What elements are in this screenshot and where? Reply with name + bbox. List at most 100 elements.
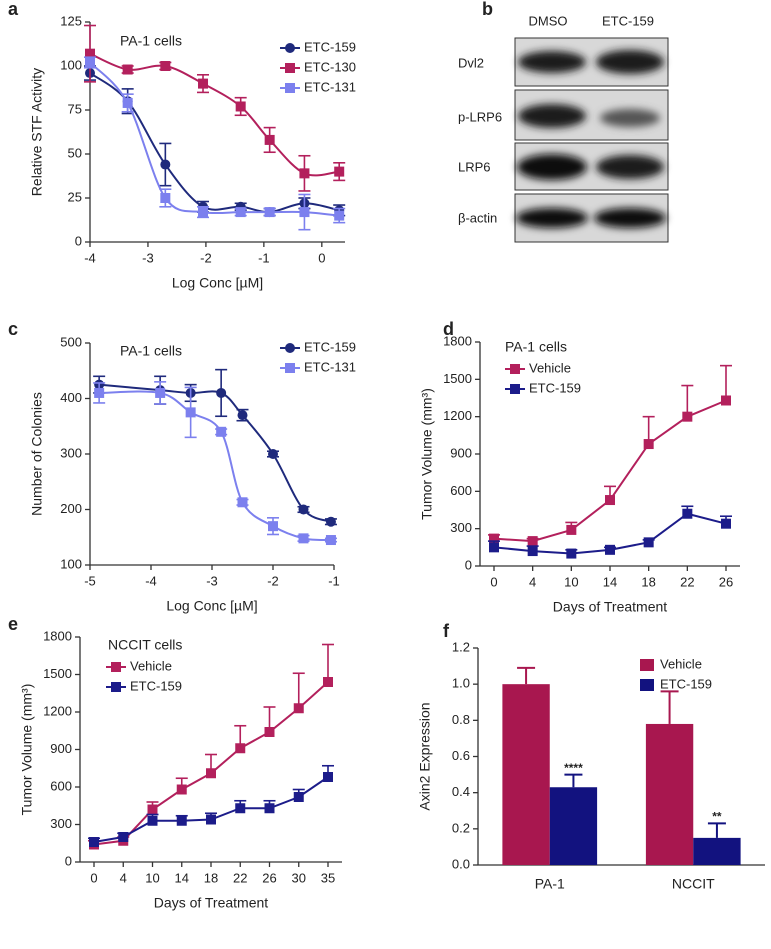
y-tick-label: 75 bbox=[68, 101, 82, 116]
panel-letter: d bbox=[443, 319, 454, 339]
x-tick-label: 14 bbox=[175, 870, 189, 885]
x-tick-label: 22 bbox=[680, 574, 694, 589]
point bbox=[527, 546, 538, 557]
y-tick-label: 1.0 bbox=[452, 676, 470, 691]
y-tick-label: 1800 bbox=[443, 333, 472, 348]
blot-row: LRP6 bbox=[458, 159, 491, 174]
x-tick-label: 35 bbox=[321, 870, 335, 885]
bar bbox=[502, 684, 550, 865]
y-tick-label: 900 bbox=[50, 741, 72, 756]
y-tick-label: 125 bbox=[60, 13, 82, 28]
point bbox=[268, 521, 278, 532]
point bbox=[605, 495, 615, 506]
point bbox=[334, 166, 345, 177]
point bbox=[682, 411, 693, 422]
legend-label: ETC-159 bbox=[660, 676, 712, 691]
point bbox=[235, 207, 246, 218]
legend-swatch bbox=[640, 659, 654, 671]
significance: ** bbox=[712, 810, 722, 824]
series-line bbox=[99, 383, 332, 523]
y-tick-label: 0.6 bbox=[452, 748, 470, 763]
y-axis-label: Number of Colonies bbox=[29, 392, 45, 516]
point bbox=[643, 537, 654, 548]
blot bbox=[514, 37, 669, 243]
point bbox=[264, 727, 275, 737]
bar bbox=[549, 787, 598, 865]
point bbox=[293, 792, 304, 802]
point bbox=[566, 524, 577, 535]
x-tick-label: 22 bbox=[233, 870, 247, 885]
y-tick-label: 0 bbox=[465, 557, 472, 572]
y-tick-label: 1200 bbox=[43, 703, 72, 718]
legend-marker bbox=[111, 682, 121, 692]
point bbox=[489, 542, 499, 553]
y-tick-label: 300 bbox=[450, 520, 472, 535]
blot-column: DMSO bbox=[529, 13, 568, 28]
series-line bbox=[93, 776, 329, 843]
x-tick-label: 26 bbox=[719, 574, 733, 589]
y-tick-label: 0.2 bbox=[452, 820, 470, 835]
y-tick-label: 1800 bbox=[43, 628, 72, 643]
x-tick-label: -1 bbox=[328, 573, 340, 588]
point bbox=[147, 815, 158, 826]
point bbox=[298, 533, 309, 544]
point bbox=[206, 814, 216, 825]
x-tick-label: -4 bbox=[145, 573, 157, 588]
blot-row: Dvl2 bbox=[458, 55, 484, 70]
point bbox=[85, 48, 95, 59]
legend-marker bbox=[285, 63, 295, 73]
y-tick-label: 1500 bbox=[43, 666, 72, 681]
point bbox=[323, 772, 333, 782]
point bbox=[721, 518, 731, 529]
legend-marker bbox=[285, 363, 295, 373]
point bbox=[235, 101, 246, 112]
bar bbox=[693, 837, 741, 865]
legend-label: ETC-159 bbox=[529, 380, 581, 395]
panel-letter: b bbox=[482, 0, 493, 19]
y-tick-label: 25 bbox=[68, 189, 82, 204]
y-tick-label: 0 bbox=[65, 853, 72, 868]
x-tick-label: 14 bbox=[603, 574, 617, 589]
y-axis-label: Relative STF Activity bbox=[29, 68, 45, 196]
point bbox=[299, 168, 310, 179]
legend-marker bbox=[285, 343, 295, 353]
x-axis-label: Days of Treatment bbox=[553, 599, 667, 615]
point bbox=[323, 677, 333, 687]
y-tick-label: 0.4 bbox=[452, 784, 470, 799]
point bbox=[118, 832, 129, 842]
y-tick-label: 300 bbox=[60, 445, 82, 460]
annotation: PA-1 cells bbox=[120, 343, 182, 359]
blot-column: ETC-159 bbox=[602, 13, 654, 28]
point bbox=[721, 395, 731, 406]
legend-swatch bbox=[640, 679, 654, 691]
y-tick-label: 400 bbox=[60, 390, 82, 405]
x-tick-label: -3 bbox=[206, 573, 218, 588]
bar bbox=[645, 723, 694, 865]
point bbox=[268, 449, 278, 459]
y-tick-label: 100 bbox=[60, 556, 82, 571]
legend-label: Vehicle bbox=[529, 360, 571, 375]
legend-label: Vehicle bbox=[660, 656, 702, 671]
blot-row: β-actin bbox=[458, 210, 497, 225]
legend-marker bbox=[111, 662, 121, 672]
x-tick-label: 26 bbox=[262, 870, 276, 885]
legend-label: ETC-131 bbox=[304, 359, 356, 374]
point bbox=[89, 837, 99, 847]
legend-marker bbox=[285, 43, 295, 53]
x-axis-label: Log Conc [µM] bbox=[166, 598, 257, 614]
point bbox=[147, 804, 158, 815]
point bbox=[235, 743, 246, 754]
panel-letter: e bbox=[8, 614, 18, 634]
y-tick-label: 500 bbox=[60, 334, 82, 349]
y-tick-label: 900 bbox=[450, 445, 472, 460]
series-line bbox=[99, 390, 332, 542]
x-tick-label: 18 bbox=[641, 574, 655, 589]
x-tick-label: 18 bbox=[204, 870, 218, 885]
legend-label: ETC-159 bbox=[304, 339, 356, 354]
y-tick-label: 300 bbox=[50, 816, 72, 831]
x-tick-label: 0 bbox=[90, 870, 97, 885]
y-tick-label: 0 bbox=[75, 233, 82, 248]
point bbox=[122, 64, 133, 75]
band bbox=[596, 155, 664, 179]
